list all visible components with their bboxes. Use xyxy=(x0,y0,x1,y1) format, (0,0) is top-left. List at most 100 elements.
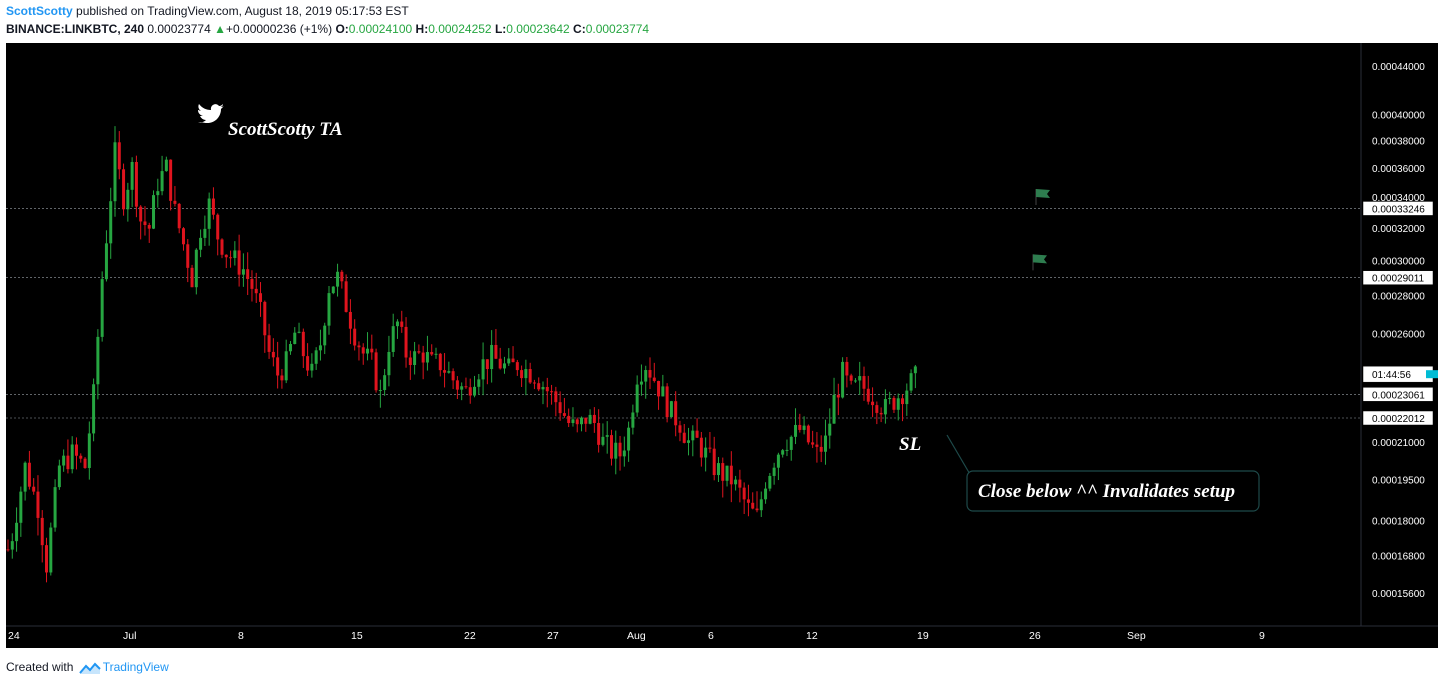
low-label: L: xyxy=(494,22,507,36)
countdown-label: 01:44:56 xyxy=(1372,370,1411,381)
candle-body xyxy=(134,161,138,207)
candle-body xyxy=(554,391,558,403)
candle-body xyxy=(537,383,541,390)
candle-body xyxy=(558,402,562,414)
candle-body xyxy=(53,487,57,528)
low-value: 0.00023642 xyxy=(506,22,570,36)
candle-body xyxy=(23,462,27,492)
candle-body xyxy=(421,352,425,363)
invalidation-callout[interactable]: Close below ^^ Invalidates setup xyxy=(946,434,1260,512)
candle-body xyxy=(571,419,575,424)
candle-body xyxy=(901,398,905,405)
candle-body xyxy=(306,356,310,371)
candle-body xyxy=(66,455,70,470)
price-tick-label: 0.00040000 xyxy=(1372,110,1425,121)
candle-body xyxy=(207,198,211,229)
candle-body xyxy=(614,442,618,459)
candle-body xyxy=(92,384,96,434)
candle-body xyxy=(622,450,626,457)
candle-body xyxy=(550,391,554,393)
candle-body xyxy=(113,142,117,202)
candle-body xyxy=(695,430,699,438)
candle-body xyxy=(246,269,250,280)
candle-body xyxy=(15,522,19,542)
candle-body xyxy=(464,386,468,388)
candle-body xyxy=(883,399,887,415)
level-price-label: 0.00029011 xyxy=(1372,274,1425,285)
candle-body xyxy=(32,486,36,492)
candle-body xyxy=(417,351,421,353)
price-tick-label: 0.00032000 xyxy=(1372,224,1425,235)
candle-body xyxy=(609,435,613,459)
candle-body xyxy=(875,405,879,413)
candle-body xyxy=(49,527,53,573)
candle-body xyxy=(751,502,755,509)
candle-body xyxy=(725,465,729,481)
candle-body xyxy=(156,191,160,196)
published-text: published on TradingView.com, August 18,… xyxy=(76,4,409,18)
candle-body xyxy=(545,386,549,392)
candle-body xyxy=(74,444,78,456)
candle-body xyxy=(597,423,601,445)
level-price-label: 0.00022012 xyxy=(1372,414,1425,425)
candle-body xyxy=(190,267,194,288)
candle-body xyxy=(318,345,322,351)
candle-body xyxy=(853,380,857,382)
candle-body xyxy=(806,425,810,443)
candle-body xyxy=(147,225,151,229)
candle-body xyxy=(194,249,198,288)
time-tick-label: Jul xyxy=(123,630,136,642)
time-tick-label: 6 xyxy=(708,630,714,642)
candle-body xyxy=(139,206,143,222)
close-value: 0.00023774 xyxy=(585,22,650,36)
price-tick-label: 0.00021000 xyxy=(1372,438,1425,449)
candle-body xyxy=(541,386,545,390)
flag-icon xyxy=(1035,189,1050,206)
candle-body xyxy=(532,382,536,384)
candle-body xyxy=(370,348,374,353)
candle-body xyxy=(896,398,900,410)
chart-header-line2: BINANCE:LINKBTC, 240 0.00023774 ▲+0.0000… xyxy=(6,22,649,36)
candle-body xyxy=(502,363,506,369)
candle-body xyxy=(353,328,357,346)
twitter-bird-icon xyxy=(198,104,224,124)
candle-body xyxy=(443,370,447,373)
candle-body xyxy=(575,419,579,425)
candle-body xyxy=(233,250,237,258)
tradingview-link[interactable]: TradingView xyxy=(102,660,169,674)
candle-body xyxy=(276,357,280,376)
close-label: C: xyxy=(573,22,586,36)
candle-body xyxy=(288,344,292,352)
time-axis[interactable]: 24 Jul 8 15 22 27 Aug 6 12 19 26 Sep 9 xyxy=(6,625,1438,642)
candle-body xyxy=(913,366,917,374)
flag-banner xyxy=(1036,189,1050,199)
candle-body xyxy=(665,386,669,418)
author-name[interactable]: ScottScotty xyxy=(6,4,73,18)
candle-body xyxy=(447,371,451,373)
candle-body xyxy=(468,387,472,396)
candle-body xyxy=(45,545,49,573)
price-tick-label: 0.00018000 xyxy=(1372,516,1425,527)
candle-body xyxy=(682,432,686,443)
candle-body xyxy=(323,325,327,346)
candle-body xyxy=(888,397,892,400)
candle-body xyxy=(395,321,399,327)
level-price-label: 0.00033246 xyxy=(1372,204,1425,215)
candle-body xyxy=(631,412,635,428)
price-axis[interactable]: 0.00044000 0.00040000 0.00038000 0.00036000… xyxy=(1360,43,1438,626)
candle-body xyxy=(704,447,708,458)
candle-body xyxy=(811,442,815,445)
candle-body xyxy=(669,401,673,418)
level-price-box xyxy=(1362,270,1434,285)
high-label: H: xyxy=(415,22,429,36)
candle-body xyxy=(721,463,725,481)
candle-body xyxy=(327,293,331,326)
symbol-label: BINANCE:LINKBTC, 240 xyxy=(6,22,145,36)
candlestick-chart[interactable]: 0.00044000 0.00040000 0.00038000 0.00036000… xyxy=(6,43,1438,648)
candle-body xyxy=(871,401,875,406)
price-tick-label: 0.00030000 xyxy=(1372,257,1425,268)
candle-body xyxy=(776,454,780,468)
chart-area[interactable]: 0.00044000 0.00040000 0.00038000 0.00036000… xyxy=(6,43,1438,648)
candle-body xyxy=(10,541,14,550)
candle-body xyxy=(57,465,61,488)
